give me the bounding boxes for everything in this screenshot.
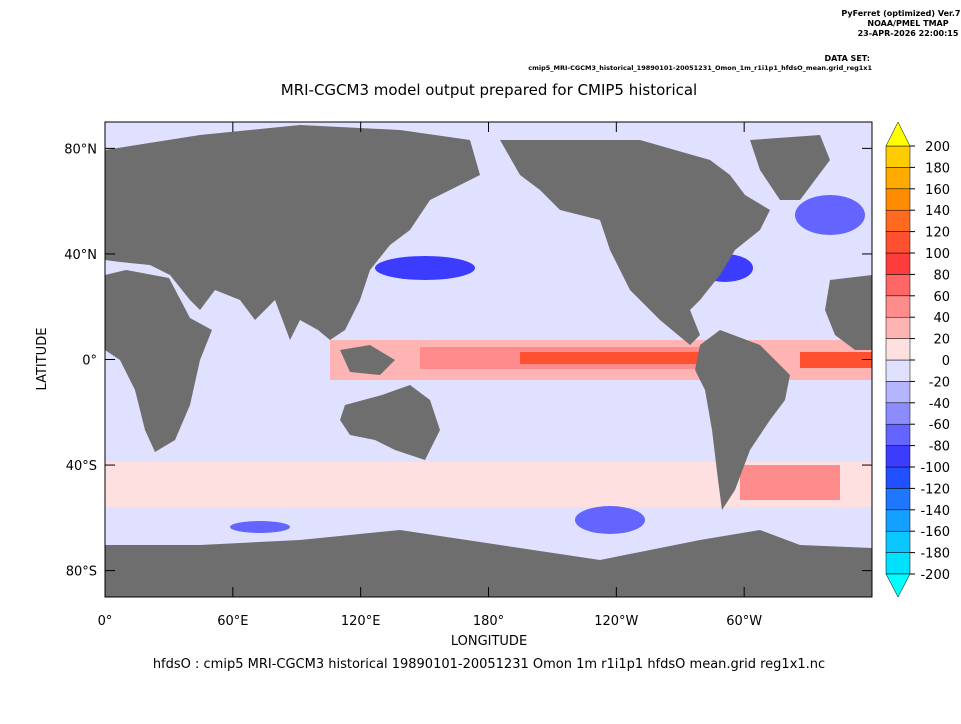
field-patch [230, 521, 290, 533]
x-tick-label: 120°E [341, 614, 381, 629]
footer: hfdsO : cmip5 MRI-CGCM3 historical 19890… [153, 657, 825, 672]
y-tick-label: 80°N [64, 142, 97, 157]
colorbar-label: -100 [920, 461, 950, 476]
y-tick-label: 40°N [64, 248, 97, 263]
colorbar-band [885, 359, 911, 382]
colorbar-band [885, 295, 911, 318]
field-patch [520, 352, 700, 364]
dataset-name: cmip5_MRI-CGCM3_historical_19890101-2005… [528, 64, 872, 72]
colorbar-band [885, 466, 911, 489]
colorbar-label: 200 [925, 140, 950, 155]
colorbar-band [885, 381, 911, 404]
field-patch [575, 506, 645, 534]
colorbar-label: 100 [925, 247, 950, 262]
colorbar-band [885, 209, 911, 232]
x-tick-label: 60°E [217, 614, 248, 629]
colorbar-label: 180 [925, 161, 950, 176]
colorbar-label: -20 [929, 375, 950, 390]
chart-title: MRI-CGCM3 model output prepared for CMIP… [281, 81, 697, 99]
colorbar-band [885, 274, 911, 297]
colorbar-band [885, 423, 911, 446]
x-tick-label: 60°W [726, 614, 762, 629]
colorbar-band [885, 509, 911, 532]
colorbar-label: -180 [920, 547, 950, 562]
dataset-label: DATA SET: [825, 54, 870, 63]
colorbar-label: 160 [925, 183, 950, 198]
colorbar-label: -160 [920, 525, 950, 540]
colorbar-label: 60 [933, 290, 950, 305]
colorbar-over [885, 121, 911, 147]
y-tick-label: 0° [82, 354, 97, 369]
colorbar-label: 80 [933, 268, 950, 283]
x-tick-label: 180° [473, 614, 504, 629]
colorbar-band [885, 402, 911, 425]
header-line: NOAA/PMEL TMAP [867, 19, 948, 28]
colorbar-under [885, 573, 911, 598]
colorbar-label: -40 [929, 397, 950, 412]
field-patch [740, 465, 840, 500]
colorbar-band [885, 552, 911, 575]
colorbar-label: 140 [925, 204, 950, 219]
colorbar-label: 120 [925, 226, 950, 241]
colorbar-band [885, 188, 911, 211]
colorbar-band [885, 231, 911, 254]
header-line: PyFerret (optimized) Ver.7.63 [841, 9, 961, 18]
x-axis-label: LONGITUDE [451, 634, 527, 649]
field-patch [375, 256, 475, 280]
colorbar-band [885, 488, 911, 511]
colorbar-label: -120 [920, 482, 950, 497]
colorbar-band [885, 530, 911, 553]
y-tick-label: 40°S [66, 459, 97, 474]
x-tick-label: 0° [98, 614, 113, 629]
x-tick-label: 120°W [594, 614, 638, 629]
y-axis-label: LATITUDE [35, 328, 50, 391]
colorbar-label: -140 [920, 504, 950, 519]
colorbar-band [885, 445, 911, 468]
colorbar-label: -80 [929, 440, 950, 455]
field-patch [800, 352, 872, 368]
colorbar-label: 0 [942, 354, 950, 369]
colorbar-label: 40 [933, 311, 950, 326]
field-patch [795, 195, 865, 235]
colorbar-band [885, 167, 911, 190]
colorbar-band [885, 145, 911, 168]
colorbar-label: 20 [933, 333, 950, 348]
colorbar-band [885, 316, 911, 339]
colorbar-label: -200 [920, 568, 950, 583]
header-line: 23-APR-2026 22:00:15 [858, 29, 959, 38]
map-field [104, 121, 873, 598]
colorbar-band [885, 338, 911, 361]
land [105, 125, 872, 597]
y-tick-label: 80°S [66, 565, 97, 580]
colorbar-band [885, 252, 911, 275]
colorbar-label: -60 [929, 418, 950, 433]
